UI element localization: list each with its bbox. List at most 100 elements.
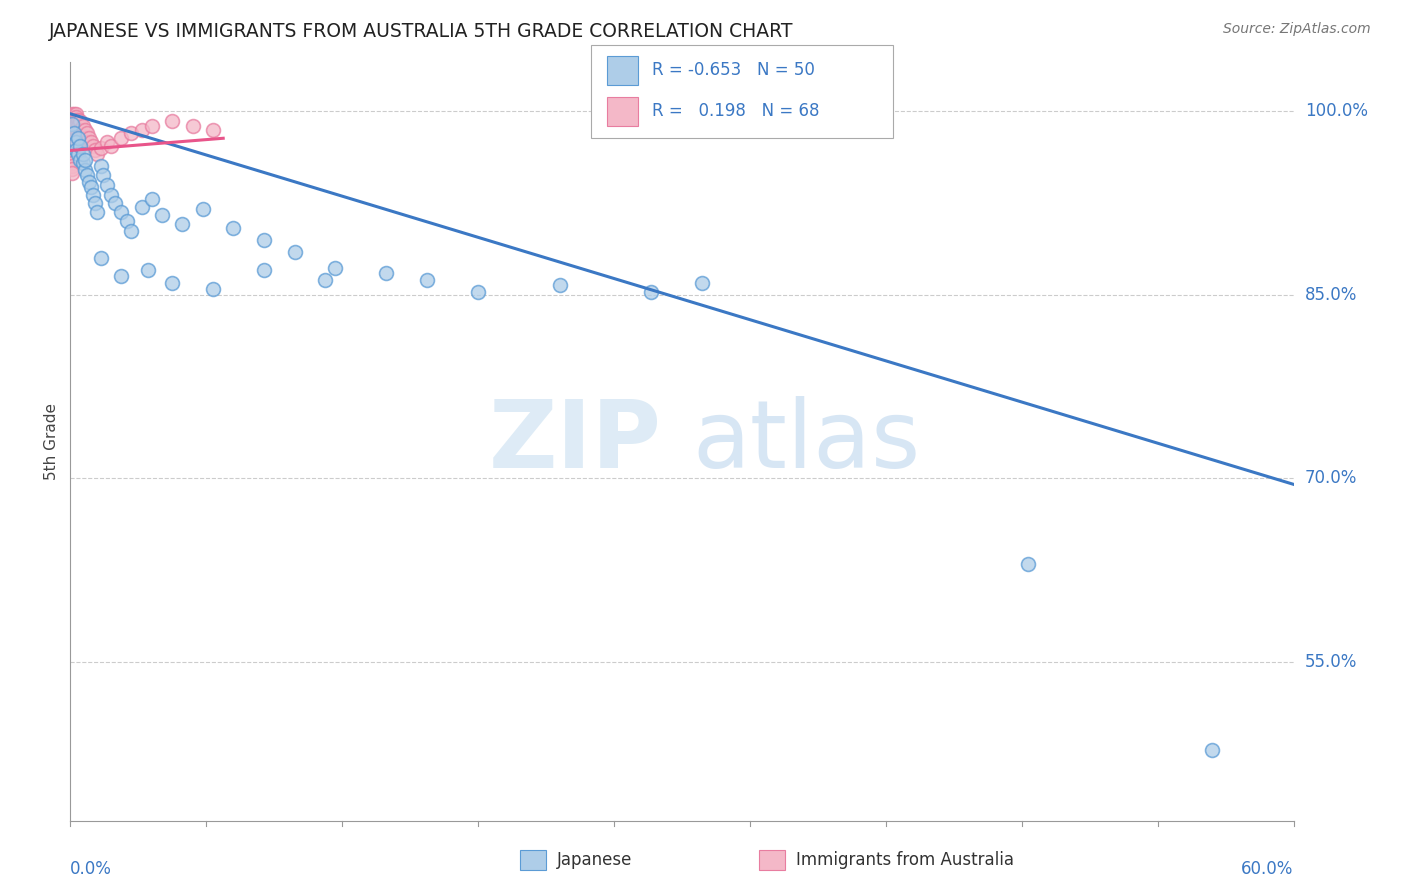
Point	[104, 196, 127, 211]
Point	[96, 135, 118, 149]
Point	[162, 114, 183, 128]
Point	[65, 117, 87, 131]
Point	[60, 147, 83, 161]
Point	[60, 111, 83, 125]
Point	[416, 273, 439, 287]
Point	[83, 144, 105, 158]
Point	[110, 204, 132, 219]
Point	[65, 111, 87, 125]
Point	[91, 168, 114, 182]
Point	[72, 155, 94, 169]
Point	[253, 263, 276, 277]
Point	[222, 220, 245, 235]
Point	[73, 122, 96, 136]
Point	[162, 276, 183, 290]
Point	[375, 266, 398, 280]
Point	[72, 147, 94, 161]
Text: Immigrants from Australia: Immigrants from Australia	[796, 851, 1014, 869]
Point	[690, 276, 713, 290]
Text: R =   0.198   N = 68: R = 0.198 N = 68	[652, 103, 820, 120]
Point	[69, 138, 91, 153]
Point	[77, 131, 100, 145]
Point	[1018, 557, 1040, 571]
Point	[314, 273, 336, 287]
Point	[110, 269, 132, 284]
Point	[60, 137, 83, 152]
Point	[60, 117, 83, 131]
Point	[181, 119, 204, 133]
Point	[72, 128, 94, 143]
Point	[60, 119, 83, 133]
Point	[83, 196, 105, 211]
Point	[60, 153, 83, 168]
Text: 60.0%: 60.0%	[1241, 860, 1294, 878]
Point	[60, 122, 83, 136]
Point	[60, 141, 83, 155]
Point	[67, 112, 90, 127]
Point	[63, 122, 86, 136]
Point	[63, 119, 86, 133]
Point	[60, 161, 83, 176]
Point	[86, 147, 108, 161]
Text: atlas: atlas	[692, 395, 921, 488]
Point	[82, 138, 104, 153]
Point	[323, 260, 347, 275]
Point	[63, 107, 86, 121]
Point	[69, 114, 91, 128]
Point	[90, 251, 112, 265]
Point	[76, 168, 98, 182]
Point	[65, 144, 87, 158]
Y-axis label: 5th Grade: 5th Grade	[44, 403, 59, 480]
Point	[65, 135, 87, 149]
Point	[65, 107, 87, 121]
Point	[284, 244, 307, 259]
Point	[79, 135, 103, 149]
Point	[67, 147, 90, 161]
Point	[100, 187, 122, 202]
Point	[63, 135, 86, 149]
Point	[117, 214, 139, 228]
Point	[69, 122, 91, 136]
Point	[60, 144, 83, 158]
Point	[121, 127, 143, 141]
Point	[100, 138, 122, 153]
Point	[67, 125, 90, 139]
Point	[65, 135, 87, 149]
Point	[202, 282, 225, 296]
Text: 55.0%: 55.0%	[1305, 653, 1357, 671]
Point	[110, 131, 132, 145]
Point	[60, 150, 83, 164]
Point	[77, 175, 100, 189]
Text: 0.0%: 0.0%	[70, 860, 112, 878]
Point	[60, 165, 83, 179]
Point	[73, 131, 96, 145]
Point	[60, 125, 83, 139]
Point	[121, 224, 143, 238]
Point	[548, 278, 571, 293]
Point	[640, 285, 662, 300]
Point	[86, 204, 108, 219]
Point	[141, 119, 163, 133]
Text: JAPANESE VS IMMIGRANTS FROM AUSTRALIA 5TH GRADE CORRELATION CHART: JAPANESE VS IMMIGRANTS FROM AUSTRALIA 5T…	[49, 22, 794, 41]
Point	[60, 131, 83, 145]
Point	[60, 117, 83, 131]
Point	[60, 112, 83, 127]
Point	[467, 285, 489, 300]
Point	[1201, 742, 1223, 756]
Point	[65, 119, 87, 133]
Text: Source: ZipAtlas.com: Source: ZipAtlas.com	[1223, 22, 1371, 37]
Point	[60, 160, 83, 174]
Point	[76, 127, 98, 141]
Point	[60, 107, 83, 121]
Point	[141, 193, 163, 207]
Point	[73, 163, 96, 178]
Point	[253, 233, 276, 247]
Point	[90, 160, 112, 174]
Text: 100.0%: 100.0%	[1305, 103, 1368, 120]
Point	[172, 217, 194, 231]
Point	[90, 141, 112, 155]
Point	[79, 180, 103, 194]
Point	[76, 135, 98, 149]
Point	[63, 125, 86, 139]
Point	[96, 178, 118, 192]
